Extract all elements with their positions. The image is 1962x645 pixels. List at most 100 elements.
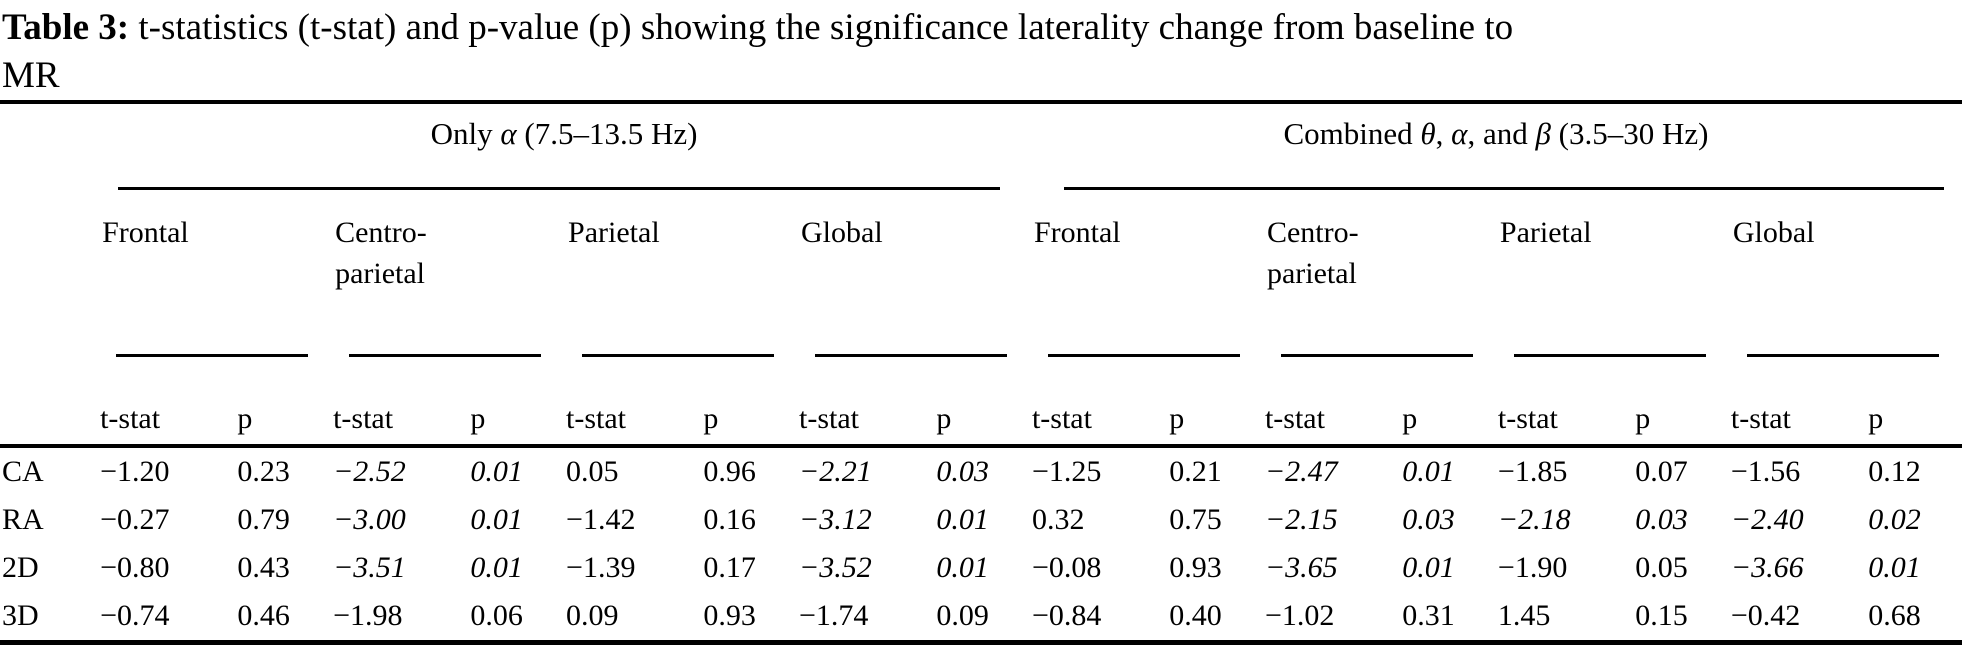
row-label: 2D	[2, 551, 39, 584]
row-label: RA	[2, 503, 44, 536]
cell: −0.27	[100, 503, 170, 536]
cell: 1.45	[1495, 592, 1634, 645]
cell: 0.01	[1868, 551, 1921, 584]
col-header-p: p	[1633, 364, 1729, 448]
col-header-p: p	[235, 364, 332, 448]
cell: −2.52	[333, 455, 406, 488]
group-label-part: α	[500, 116, 517, 151]
group-label-part: Only	[430, 116, 501, 151]
col-header-tstat: t-stat	[1728, 364, 1867, 448]
col-header-tstat: t-stat	[331, 364, 469, 448]
cell: −3.51	[333, 551, 406, 584]
region-header-frontal-combined: Frontal	[1033, 216, 1121, 249]
group-label-part: Combined	[1283, 116, 1421, 151]
region-header-frontal-alpha: Frontal	[102, 216, 189, 249]
cell: 0.43	[237, 551, 290, 584]
cell: 0.01	[470, 551, 523, 584]
cell: −1.98	[331, 592, 469, 645]
cell: −3.65	[1264, 551, 1338, 584]
cell: 0.12	[1868, 455, 1921, 488]
col-header-tstat: t-stat	[98, 364, 236, 448]
cell: 0.17	[703, 551, 756, 584]
cell: −1.42	[566, 503, 636, 536]
cell: 0.15	[1633, 592, 1729, 645]
cell: −1.85	[1497, 455, 1568, 488]
empty-cell	[0, 364, 99, 448]
stat-header-row: t-stat p t-stat p t-stat p t-stat p t-st…	[0, 364, 1962, 448]
cell: −0.08	[1031, 551, 1102, 584]
caption-line1: Table 3: t-statistics (t-stat) and p-val…	[2, 4, 1962, 52]
group-rule	[118, 187, 1000, 190]
cell: −3.00	[333, 503, 406, 536]
cell: −1.90	[1497, 551, 1568, 584]
cell: 0.01	[936, 503, 989, 536]
cell: 0.93	[1169, 551, 1222, 584]
col-header-p: p	[701, 364, 797, 448]
corner-cell	[0, 100, 99, 190]
table-row-ra: RA −0.27 0.79 −3.00 0.01 −1.42 0.16 −3.1…	[0, 496, 1962, 544]
group-label-part: β	[1535, 116, 1551, 151]
group-label-part: ,	[1435, 116, 1452, 151]
cell: −2.15	[1264, 503, 1338, 536]
cell: 0.79	[237, 503, 290, 536]
cell: 0.75	[1169, 503, 1222, 536]
col-header-tstat: t-stat	[1262, 364, 1401, 448]
cell: 0.01	[1402, 455, 1455, 488]
region-rule	[349, 354, 542, 357]
col-header-tstat: t-stat	[797, 364, 935, 448]
region-header-centroparietal-alpha: Centro- parietal	[335, 216, 427, 290]
region-header-global-combined: Global	[1732, 216, 1815, 249]
cell: 0.03	[936, 455, 989, 488]
group-label-part: θ	[1420, 116, 1436, 151]
table-row-2d: 2D −0.80 0.43 −3.51 0.01 −1.39 0.17 −3.5…	[0, 544, 1962, 592]
group-header-only-alpha: Only α (7.5–13.5 Hz)	[98, 100, 1030, 190]
cell: 0.32	[1031, 503, 1085, 536]
region-rule-row	[0, 354, 1962, 364]
cell: −1.39	[566, 551, 636, 584]
cell: −0.84	[1029, 592, 1168, 645]
region-rule	[1280, 354, 1473, 357]
cell: −1.25	[1031, 455, 1102, 488]
group-label-part: (3.5–30 Hz)	[1550, 116, 1709, 151]
cell: 0.96	[703, 455, 756, 488]
cell: 0.01	[1402, 551, 1455, 584]
cell: 0.03	[1402, 503, 1455, 536]
cell: −1.74	[797, 592, 935, 645]
cell: 0.01	[470, 503, 523, 536]
region-rule	[815, 354, 1007, 357]
group-label-combined: Combined θ, α, and β (3.5–30 Hz)	[1030, 104, 1962, 152]
empty-cell	[0, 190, 98, 354]
region-header-parietal-combined: Parietal	[1499, 216, 1592, 249]
region-header-row: Frontal Centro- parietal Parietal Global…	[0, 190, 1962, 354]
col-header-p: p	[468, 364, 565, 448]
cell: 0.09	[564, 592, 702, 645]
cell: 0.23	[237, 455, 290, 488]
cell: −3.66	[1730, 551, 1804, 584]
row-label: 3D	[0, 592, 99, 645]
cell: 0.01	[470, 455, 523, 488]
region-rule	[1047, 354, 1240, 357]
empty-cell	[0, 354, 98, 364]
cell: −2.18	[1497, 503, 1571, 536]
cell: −0.74	[98, 592, 236, 645]
col-header-p: p	[934, 364, 1030, 448]
region-header-global-alpha: Global	[801, 216, 883, 249]
cell: −0.80	[100, 551, 170, 584]
group-rule	[1063, 187, 1944, 190]
cell: 0.02	[1868, 503, 1921, 536]
cell: 0.46	[235, 592, 332, 645]
cell: 0.05	[566, 455, 619, 488]
cell: −3.12	[799, 503, 872, 536]
cell: −1.20	[100, 455, 170, 488]
region-rule	[1746, 354, 1939, 357]
cell: 0.40	[1167, 592, 1263, 645]
cell: −1.56	[1730, 455, 1801, 488]
stats-table: Only α (7.5–13.5 Hz) Combined θ, α, and …	[0, 100, 1962, 645]
region-rule	[582, 354, 775, 357]
cell: −2.21	[799, 455, 872, 488]
cell: 0.16	[703, 503, 756, 536]
cell: −2.40	[1730, 503, 1804, 536]
caption-text: t-statistics (t-stat) and p-value (p) sh…	[129, 7, 1514, 48]
group-label-part: α	[1451, 116, 1468, 151]
